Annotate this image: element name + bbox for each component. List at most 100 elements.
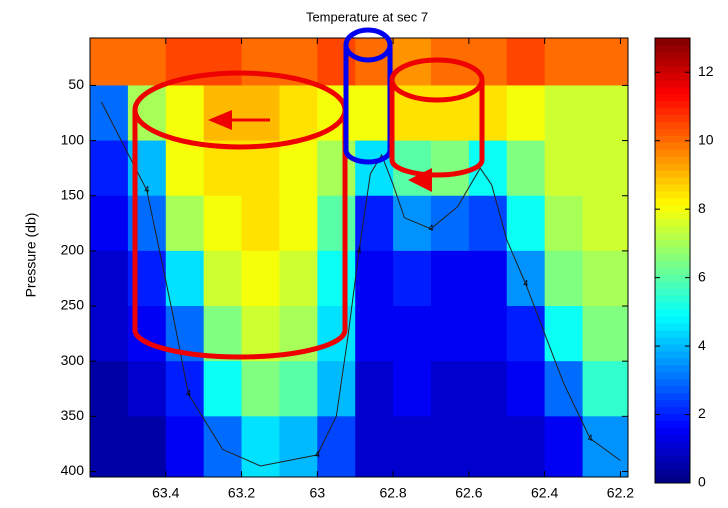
colorbar-step xyxy=(655,58,690,67)
plot-frame xyxy=(89,37,629,478)
cell xyxy=(582,140,629,197)
cell xyxy=(506,306,546,362)
cell xyxy=(544,361,584,417)
cell xyxy=(90,306,129,362)
cell xyxy=(430,416,470,478)
colorbar-step xyxy=(655,128,690,136)
colorbar-step xyxy=(655,232,690,241)
cell xyxy=(468,416,508,478)
colorbar-step xyxy=(655,204,690,213)
colorbar-step xyxy=(655,316,690,324)
cell xyxy=(90,250,129,307)
contour-label: 4 xyxy=(428,223,433,233)
red-cylinder-small xyxy=(389,57,485,178)
colorbar-step xyxy=(655,323,690,331)
cell xyxy=(241,306,280,362)
colorbar-step xyxy=(655,197,690,206)
cell xyxy=(241,38,280,86)
cell xyxy=(468,38,508,86)
cell xyxy=(241,361,280,417)
x-tick-label: 62.6 xyxy=(455,485,482,501)
cell xyxy=(90,195,129,252)
cell xyxy=(317,416,356,478)
cell xyxy=(355,195,394,252)
colorbar-step xyxy=(655,462,690,470)
cell xyxy=(317,361,356,417)
colorbar-step xyxy=(655,357,690,366)
colorbar-tick-label: 10 xyxy=(698,131,714,147)
cell xyxy=(90,140,129,197)
cell xyxy=(544,250,584,307)
y-tick-label: 50 xyxy=(68,76,84,92)
colorbar-step xyxy=(655,330,690,338)
colorbar-step xyxy=(655,260,690,268)
colorbar-step xyxy=(655,86,690,95)
cell xyxy=(468,85,508,142)
colorbar-step xyxy=(655,434,690,442)
colorbar-step xyxy=(655,107,690,115)
cell xyxy=(90,85,129,142)
cell xyxy=(203,85,243,142)
colorbar-step xyxy=(655,72,690,81)
cell xyxy=(127,361,167,417)
cell xyxy=(393,250,432,307)
cell xyxy=(506,416,546,478)
cell xyxy=(317,306,356,362)
cylinder-bottom xyxy=(389,159,485,178)
colorbar-step xyxy=(655,51,690,60)
cell xyxy=(430,361,470,417)
cell xyxy=(355,85,394,142)
cell xyxy=(279,195,318,252)
cell xyxy=(582,306,629,362)
cell xyxy=(203,140,243,197)
cell xyxy=(90,416,129,478)
cell xyxy=(203,38,243,86)
cell xyxy=(317,250,356,307)
colorbar-step xyxy=(655,44,690,53)
cell xyxy=(393,416,432,478)
cell xyxy=(355,361,394,417)
cell xyxy=(468,195,508,252)
cell xyxy=(582,85,629,142)
colorbar-step xyxy=(655,225,690,234)
cell xyxy=(127,416,167,478)
colorbar-step xyxy=(655,476,690,484)
colorbar xyxy=(655,38,690,484)
cell xyxy=(355,250,394,307)
arrow-head xyxy=(208,110,232,130)
cell xyxy=(203,361,243,417)
contour-label: 4 xyxy=(186,389,191,399)
cell xyxy=(582,195,629,252)
colorbar-step xyxy=(655,274,690,282)
cell xyxy=(279,85,318,142)
cell xyxy=(165,85,205,142)
colorbar-step xyxy=(655,135,690,143)
colorbar-step xyxy=(655,336,690,345)
cell xyxy=(430,140,470,197)
cell xyxy=(393,195,432,252)
cell xyxy=(165,195,205,252)
colorbar-step xyxy=(655,142,690,150)
colorbar-step xyxy=(655,170,690,178)
cell xyxy=(355,416,394,478)
colorbar-step xyxy=(655,156,690,164)
cell xyxy=(203,195,243,252)
x-tick-label: 63.4 xyxy=(152,485,179,501)
colorbar-step xyxy=(655,469,690,477)
colorbar-step xyxy=(655,295,690,303)
colorbar-step xyxy=(655,267,690,275)
cell xyxy=(317,140,356,197)
cell xyxy=(544,195,584,252)
colorbar-step xyxy=(655,184,690,192)
colorbar-step xyxy=(655,455,690,463)
contour-label: 4 xyxy=(144,185,149,195)
colorbar-tick-label: 8 xyxy=(698,200,706,216)
colorbar-step xyxy=(655,427,690,435)
colorbar-step xyxy=(655,190,690,199)
colorbar-step xyxy=(655,385,690,394)
colorbar-tick-label: 0 xyxy=(698,474,706,490)
cell xyxy=(468,250,508,307)
colorbar-step xyxy=(655,448,690,456)
cell xyxy=(279,416,318,478)
contour-label: 4 xyxy=(315,449,320,459)
